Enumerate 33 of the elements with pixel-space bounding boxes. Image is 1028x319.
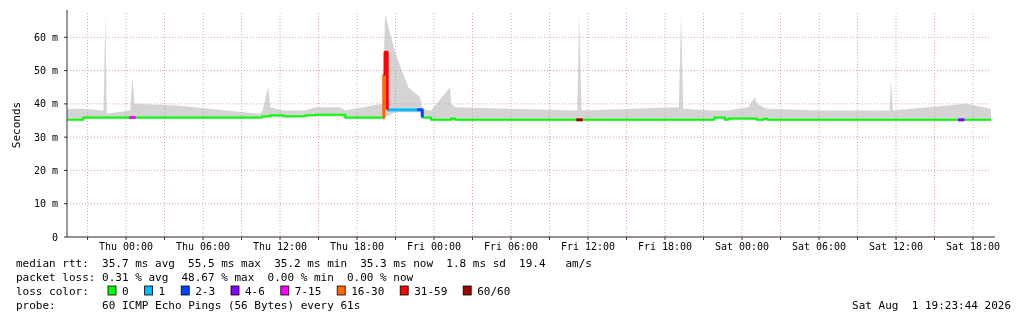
x-tick-label: Sat 06:00 xyxy=(791,241,847,252)
y-tick-label: 60 m xyxy=(33,31,58,43)
text: Sat Aug 1 19:23:44 2026 xyxy=(852,299,1012,312)
text: packet loss: 0.31 % avg 48.67 % max 0.00 % min 0.00 % now xyxy=(16,271,414,284)
y-tick-label: 50 m xyxy=(33,65,58,77)
legend-label: 31-59 xyxy=(414,285,448,298)
x-tick-label: Fri 18:00 xyxy=(637,241,693,252)
y-tick-label: 20 m xyxy=(33,164,58,176)
y-tick-label: 0 xyxy=(51,231,58,243)
legend-label: 0 xyxy=(122,285,129,298)
legend-label: 7-15 xyxy=(294,285,322,298)
y-axis-title: Seconds xyxy=(10,101,23,149)
x-tick-label: Sat 12:00 xyxy=(868,241,924,252)
legend-label: 2-3 xyxy=(195,285,216,298)
legend-label: 4-6 xyxy=(245,285,265,298)
x-tick-label: Sat 00:00 xyxy=(714,241,770,252)
text: median rtt: 35.7 ms avg 55.5 ms max 35.2 ms min 35.3 ms now 1.8 ms sd 19.4 am/s xyxy=(16,257,592,270)
x-tick-label: Fri 12:00 xyxy=(560,241,616,252)
legend-label: 16-30 xyxy=(351,285,385,298)
text: probe: 60 ICMP Echo Pings (56 Bytes) every 61s xyxy=(16,299,361,312)
x-tick-label: Thu 12:00 xyxy=(252,241,308,252)
x-tick-label: Sat 18:00 xyxy=(945,241,1001,252)
legend-label: 1 xyxy=(158,285,166,298)
y-tick-label: 40 m xyxy=(33,98,58,110)
x-tick-label: Fri 00:00 xyxy=(406,241,462,252)
y-tick-label: 30 m xyxy=(33,131,58,143)
y-tick-label: 10 m xyxy=(33,198,58,210)
x-tick-label: Thu 00:00 xyxy=(98,241,154,252)
x-tick-label: Thu 18:00 xyxy=(329,241,385,252)
legend-label: 60/60 xyxy=(477,285,511,298)
x-tick-label: Fri 06:00 xyxy=(483,241,539,252)
x-tick-label: Thu 06:00 xyxy=(175,241,231,252)
legend-title: loss color: xyxy=(16,285,89,298)
